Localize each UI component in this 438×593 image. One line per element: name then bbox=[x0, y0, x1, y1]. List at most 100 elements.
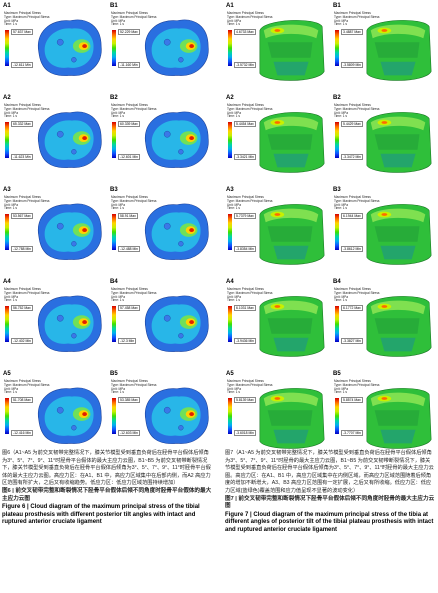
color-scale-bar bbox=[112, 122, 116, 158]
legend-line: Time: 1 s bbox=[111, 206, 124, 211]
legend-line: Type: Maximum Principal Stress bbox=[227, 14, 273, 19]
figure-panel: B4 Maximum Principal Stress Type: Maximum … bbox=[331, 278, 437, 368]
panel-label: B1 bbox=[333, 3, 341, 9]
legend-line: Type: Maximum Principal Stress bbox=[4, 106, 50, 111]
figure-panel: B2 Maximum Principal Stress Type: Maximum … bbox=[331, 94, 437, 184]
max-value-label: 6.1772 Max bbox=[341, 305, 363, 311]
legend-line: Type: Maximum Principal Stress bbox=[111, 198, 157, 203]
stress-contour-image bbox=[366, 388, 432, 449]
legend-line: Type: Maximum Principal Stress bbox=[4, 382, 50, 387]
color-scale-bar bbox=[5, 122, 9, 158]
max-value-label: 5.4454 Max bbox=[234, 121, 256, 127]
legend-header: Maximum Principal Stress Type: Maximum Pr… bbox=[334, 379, 380, 395]
figure-panel: B2 Maximum Principal Stress Type: Maximum … bbox=[108, 94, 214, 184]
color-scale-bar bbox=[5, 30, 9, 66]
legend-line: Unit: MPa bbox=[4, 18, 18, 23]
legend-line: Maximum Principal Stress bbox=[334, 379, 371, 383]
legend-line: Type: Maximum Principal Stress bbox=[111, 14, 157, 19]
stress-contour-image bbox=[259, 112, 325, 173]
legend-line: Unit: MPa bbox=[111, 386, 125, 391]
legend-line: Unit: MPa bbox=[334, 110, 348, 115]
legend-line: Unit: MPa bbox=[4, 294, 18, 299]
legend-line: Unit: MPa bbox=[227, 202, 241, 207]
color-scale-bar bbox=[335, 214, 339, 250]
color-scale-bar bbox=[112, 306, 116, 342]
figure-panel: A1 Maximum Principal Stress Type: Maximum … bbox=[1, 2, 107, 92]
legend-line: Type: Maximum Principal Stress bbox=[334, 14, 380, 19]
caption-title-en: Figure 7 | Cloud diagram of the maximum … bbox=[225, 511, 434, 533]
legend-line: Time: 1 s bbox=[4, 298, 17, 303]
legend-line: Time: 1 s bbox=[4, 22, 17, 27]
legend-line: Maximum Principal Stress bbox=[4, 195, 41, 199]
legend-header: Maximum Principal Stress Type: Maximum Pr… bbox=[334, 11, 380, 27]
panel-label: A5 bbox=[3, 371, 11, 377]
legend-line: Unit: MPa bbox=[111, 294, 125, 299]
max-value-label: 57.458 Max bbox=[118, 305, 140, 311]
legend-line: Time: 1 s bbox=[227, 298, 240, 303]
figure-panel: A1 Maximum Principal Stress Type: Maximum … bbox=[224, 2, 330, 92]
color-scale-bar bbox=[228, 398, 232, 434]
legend-line: Unit: MPa bbox=[227, 386, 241, 391]
figure-panel: B1 Maximum Principal Stress Type: Maximum … bbox=[331, 2, 437, 92]
legend-line: Type: Maximum Principal Stress bbox=[111, 106, 157, 111]
color-scale-bar bbox=[5, 398, 9, 434]
caption-title-zh: 图6 | 前交叉韧带完整和断裂情况下胫骨平台假体后倾不同角度时胫骨平台假体的最大… bbox=[2, 487, 212, 502]
legend-line: Maximum Principal Stress bbox=[227, 103, 264, 107]
legend-line: Time: 1 s bbox=[111, 390, 124, 395]
color-scale-bar bbox=[5, 306, 9, 342]
figure-panel: B4 Maximum Principal Stress Type: Maximum … bbox=[108, 278, 214, 368]
color-scale-bar bbox=[335, 398, 339, 434]
stress-contour-image bbox=[366, 296, 432, 357]
legend-header: Maximum Principal Stress Type: Maximum Pr… bbox=[111, 103, 157, 119]
color-scale-bar bbox=[228, 306, 232, 342]
stress-contour-image bbox=[37, 387, 102, 444]
stress-contour-image bbox=[37, 203, 102, 260]
min-value-label: -3.5732 Min bbox=[234, 62, 256, 68]
panel-label: B2 bbox=[333, 95, 341, 101]
legend-line: Unit: MPa bbox=[111, 202, 125, 207]
legend-line: Maximum Principal Stress bbox=[111, 103, 148, 107]
color-scale-bar bbox=[228, 30, 232, 66]
legend-line: Type: Maximum Principal Stress bbox=[227, 106, 273, 111]
panel-label: A2 bbox=[226, 95, 234, 101]
legend-line: Time: 1 s bbox=[334, 206, 347, 211]
legend-line: Maximum Principal Stress bbox=[4, 379, 41, 383]
stress-contour-image bbox=[366, 20, 432, 81]
panel-label: A1 bbox=[3, 3, 11, 9]
min-value-label: -12.3 Min bbox=[118, 338, 137, 344]
panel-label: B4 bbox=[110, 279, 118, 285]
panel-label: B2 bbox=[110, 95, 118, 101]
legend-line: Time: 1 s bbox=[4, 390, 17, 395]
legend-line: Unit: MPa bbox=[227, 294, 241, 299]
max-value-label: 6.1031 Max bbox=[234, 305, 256, 311]
panel-label: A3 bbox=[3, 187, 11, 193]
max-value-label: 57.637 Max bbox=[11, 29, 33, 35]
min-value-label: -3.3421 Min bbox=[234, 154, 256, 160]
legend-line: Time: 1 s bbox=[4, 114, 17, 119]
max-value-label: 53.567 Max bbox=[11, 213, 33, 219]
legend-line: Maximum Principal Stress bbox=[227, 195, 264, 199]
legend-header: Maximum Principal Stress Type: Maximum Pr… bbox=[227, 103, 273, 119]
legend-header: Maximum Principal Stress Type: Maximum Pr… bbox=[334, 195, 380, 211]
legend-header: Maximum Principal Stress Type: Maximum Pr… bbox=[111, 11, 157, 27]
legend-header: Maximum Principal Stress Type: Maximum Pr… bbox=[111, 379, 157, 395]
min-value-label: -12.611 Min bbox=[11, 62, 33, 68]
panel-label: B3 bbox=[110, 187, 118, 193]
caption-title-zh: 图7 | 前交叉韧带完整和断裂情况下胫骨平台假体后倾不同角度时胫骨的最大主应力云… bbox=[225, 495, 435, 510]
stress-contour-image bbox=[259, 388, 325, 449]
color-scale-bar bbox=[335, 306, 339, 342]
legend-line: Unit: MPa bbox=[334, 386, 348, 391]
figure-caption: 图7（A1~A5 为前交叉韧带完整情况下，膝关节模型受到垂直负荷后在胫骨平台假体… bbox=[225, 450, 435, 534]
figure-panel: A5 Maximum Principal Stress Type: Maximum … bbox=[1, 370, 107, 460]
legend-line: Type: Maximum Principal Stress bbox=[227, 290, 273, 295]
legend-header: Maximum Principal Stress Type: Maximum Pr… bbox=[227, 287, 273, 303]
legend-line: Time: 1 s bbox=[227, 390, 240, 395]
max-value-label: 53.385 Max bbox=[118, 397, 140, 403]
stress-contour-image bbox=[37, 19, 102, 76]
panel-label: B4 bbox=[333, 279, 341, 285]
legend-line: Type: Maximum Principal Stress bbox=[334, 198, 380, 203]
caption-title-en: Figure 6 | Cloud diagram of the maximum … bbox=[2, 504, 200, 525]
panel-label: A4 bbox=[3, 279, 11, 285]
legend-line: Type: Maximum Principal Stress bbox=[227, 198, 273, 203]
